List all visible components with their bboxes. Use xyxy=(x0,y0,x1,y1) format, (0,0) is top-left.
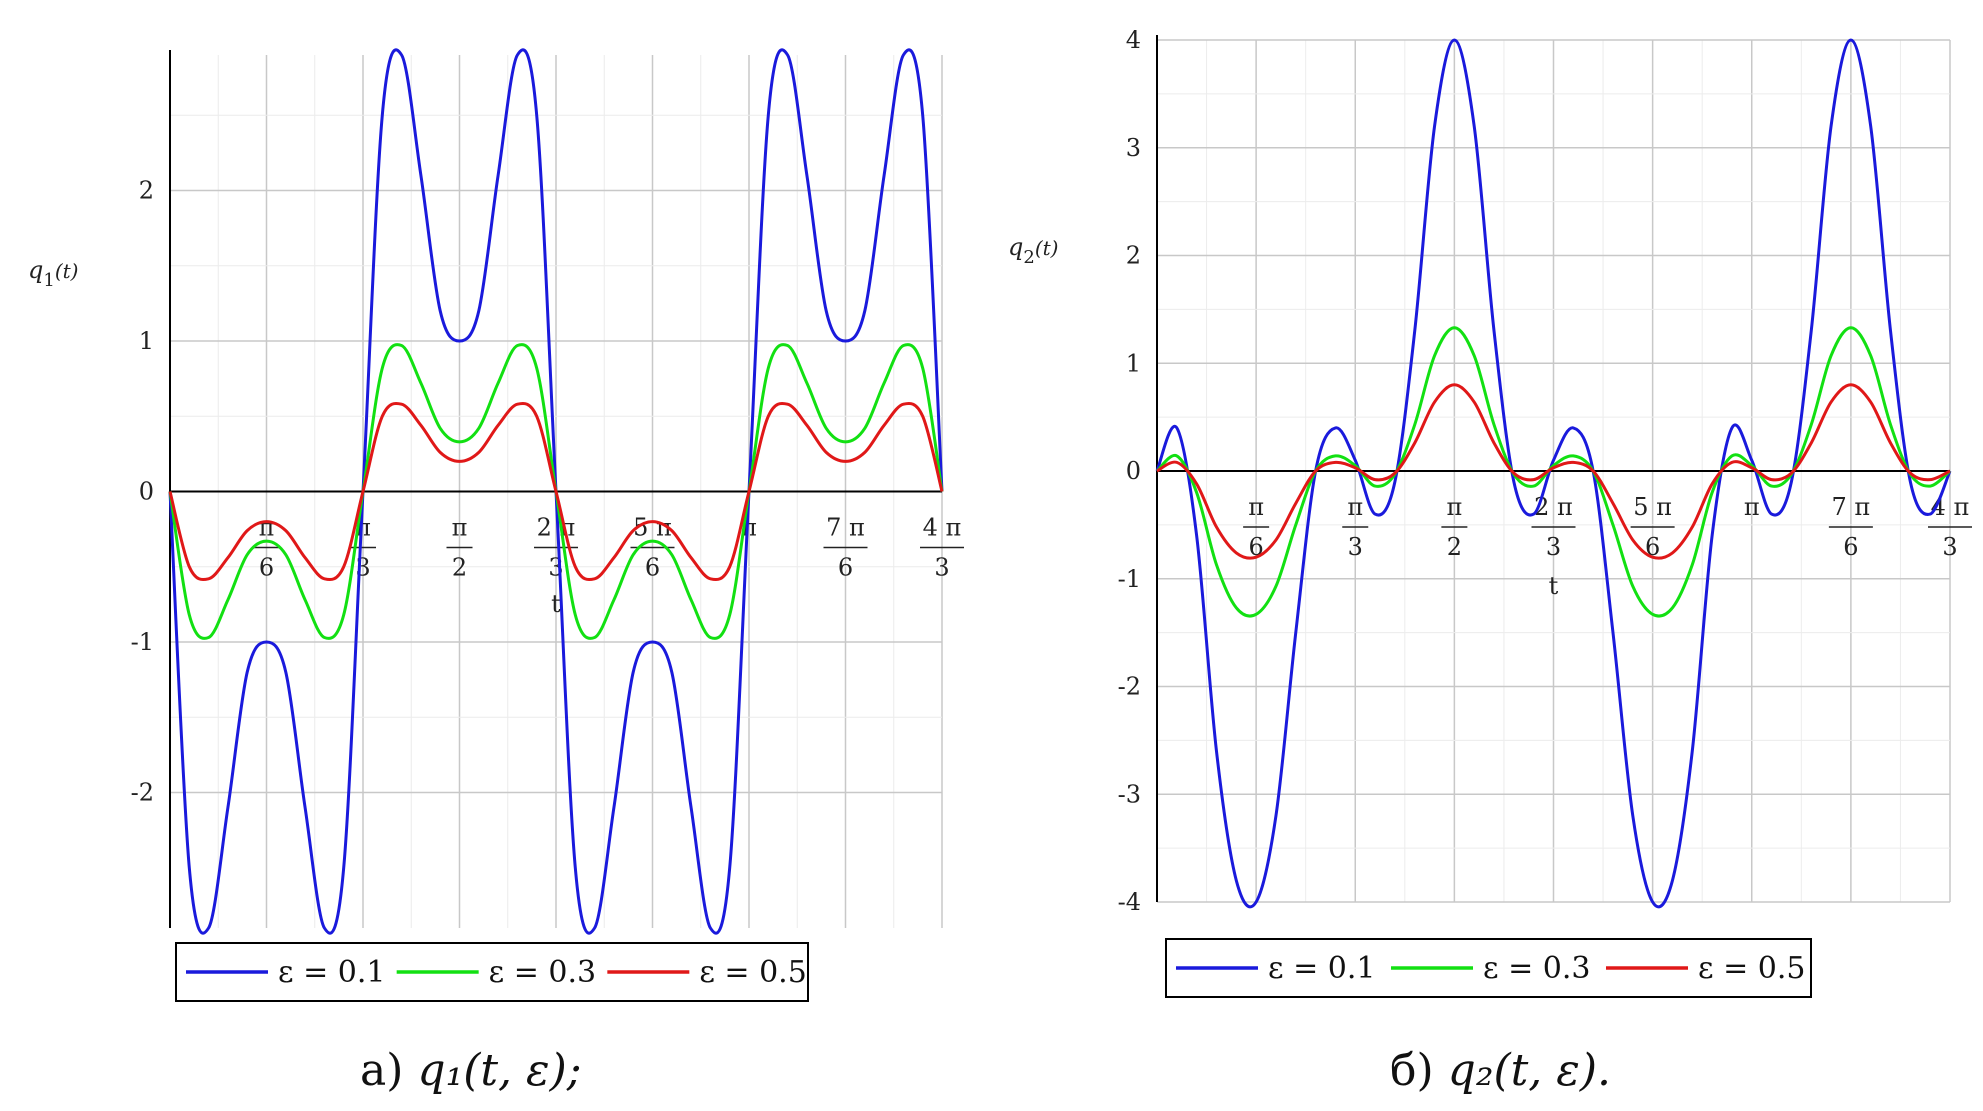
x-tick-numerator: π xyxy=(452,514,468,542)
x-tick-label: π3 xyxy=(1342,493,1369,561)
x-tick-denominator: 6 xyxy=(1843,533,1858,561)
x-tick-label: π2 xyxy=(446,514,473,582)
x-tick-denominator: 3 xyxy=(1348,533,1363,561)
x-tick-denominator: 6 xyxy=(645,554,660,582)
y-tick-label: -1 xyxy=(131,628,154,656)
series-line-eps-3 xyxy=(1156,383,1951,560)
x-tick-numerator: 5 π xyxy=(1633,493,1672,521)
x-tick-label: 5 π6 xyxy=(630,514,675,582)
y-tick-label: -2 xyxy=(131,779,154,807)
x-tick-numerator: π xyxy=(1446,493,1462,521)
y-tick-label: 1 xyxy=(1126,349,1141,377)
x-tick-numerator: π xyxy=(1744,493,1760,521)
legend-box xyxy=(1165,938,1812,998)
x-tick-denominator: 2 xyxy=(452,554,467,582)
caption-left: а) q₁(t, ε); xyxy=(360,1045,582,1096)
series-line-eps-1 xyxy=(1155,38,1952,909)
legend-label: ε = 0.1 xyxy=(1268,951,1375,986)
x-tick-label: 7 π6 xyxy=(1828,493,1873,561)
y-tick-label: 2 xyxy=(139,176,154,204)
y-axis-label: q2(t) xyxy=(1008,233,1058,268)
x-tick-denominator: 3 xyxy=(1546,533,1561,561)
x-tick-label: 2 π3 xyxy=(534,514,579,582)
x-tick-denominator: 3 xyxy=(1942,533,1957,561)
x-tick-label: π2 xyxy=(1441,493,1468,561)
y-tick-label: -2 xyxy=(1118,673,1141,701)
caption-right-formula: q₂(t, ε). xyxy=(1447,1045,1612,1096)
y-tick-label: 0 xyxy=(1126,457,1141,485)
series-group xyxy=(1155,38,1952,909)
legend-label: ε = 0.1 xyxy=(278,955,385,990)
x-tick-label: 7 π6 xyxy=(823,514,868,582)
y-tick-label: -1 xyxy=(1118,565,1141,593)
y-tick-label: 4 xyxy=(1126,26,1141,54)
series-line-eps-2 xyxy=(1155,326,1951,618)
x-tick-label: π xyxy=(1744,493,1760,521)
x-tick-numerator: 4 π xyxy=(923,514,962,542)
y-axis-label: q1(t) xyxy=(28,256,78,291)
x-tick-numerator: π xyxy=(1248,493,1264,521)
x-tick-denominator: 3 xyxy=(934,554,949,582)
y-tick-label: 0 xyxy=(139,478,154,506)
x-tick-numerator: 7 π xyxy=(826,514,865,542)
x-tick-numerator: 2 π xyxy=(1534,493,1573,521)
x-tick-numerator: π xyxy=(1347,493,1363,521)
legend: ε = 0.1 ε = 0.3 ε = 0.5 xyxy=(175,942,809,1002)
y-tick-label: -4 xyxy=(1118,888,1141,916)
x-axis-label: t xyxy=(551,590,561,618)
x-tick-label: 2 π3 xyxy=(1531,493,1576,561)
x-tick-label: 4 π3 xyxy=(1928,493,1973,561)
legend-label: ε = 0.5 xyxy=(1698,951,1805,986)
legend-label: ε = 0.3 xyxy=(489,955,596,990)
series-group xyxy=(168,48,944,935)
y-tick-label: 3 xyxy=(1126,134,1141,162)
legend: ε = 0.1 ε = 0.3 ε = 0.5 xyxy=(1165,938,1812,998)
legend-box xyxy=(175,942,809,1002)
x-tick-denominator: 6 xyxy=(259,554,274,582)
series-line-eps-3 xyxy=(168,401,944,582)
caption-left-formula: q₁(t, ε); xyxy=(417,1045,582,1096)
caption-right-prefix: б) xyxy=(1390,1045,1434,1096)
x-tick-numerator: 5 π xyxy=(633,514,672,542)
caption-right: б) q₂(t, ε). xyxy=(1390,1045,1611,1096)
y-tick-label: -3 xyxy=(1118,780,1141,808)
x-tick-label: 5 π6 xyxy=(1630,493,1675,561)
y-tick-label: 2 xyxy=(1126,242,1141,270)
y-tick-label: 1 xyxy=(139,327,154,355)
legend-label: ε = 0.3 xyxy=(1483,951,1590,986)
caption-left-prefix: а) xyxy=(360,1045,404,1096)
x-tick-label: 4 π3 xyxy=(920,514,965,582)
x-tick-numerator: 7 π xyxy=(1832,493,1871,521)
x-tick-denominator: 2 xyxy=(1447,533,1462,561)
legend-label: ε = 0.5 xyxy=(699,955,806,990)
x-tick-denominator: 6 xyxy=(838,554,853,582)
x-axis-label: t xyxy=(1549,572,1559,600)
x-tick-numerator: π xyxy=(259,514,275,542)
